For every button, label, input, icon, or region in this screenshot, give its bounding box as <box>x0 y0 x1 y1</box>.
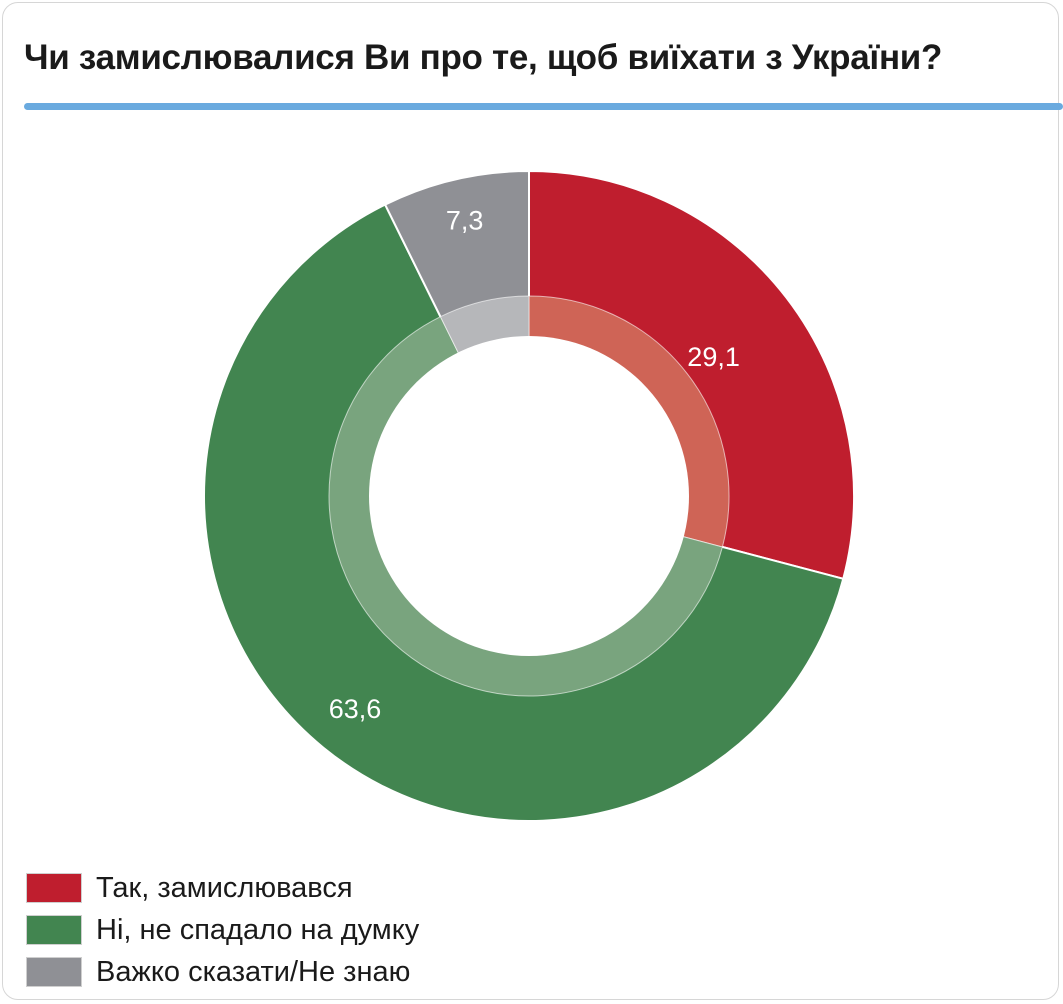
legend-item-no: Ні, не спадало на думку <box>26 910 419 950</box>
legend-label-yes: Так, замислювався <box>96 871 353 904</box>
value-labels: 29,1 63,6 7,3 <box>329 205 740 724</box>
value-label-unsure: 7,3 <box>446 205 484 235</box>
value-label-no: 63,6 <box>329 694 382 724</box>
legend-label-unsure: Важко сказати/Не знаю <box>96 955 411 988</box>
legend-swatch-no <box>26 915 82 945</box>
chart-title: Чи замислювалися Ви про те, щоб виїхати … <box>24 38 943 77</box>
legend-item-unsure: Важко сказати/Не знаю <box>26 952 419 992</box>
value-label-yes: 29,1 <box>687 342 740 372</box>
legend: Так, замислювався Ні, не спадало на думк… <box>26 868 419 994</box>
legend-label-no: Ні, не спадало на думку <box>96 913 420 946</box>
title-underline <box>24 103 1063 110</box>
legend-item-yes: Так, замислювався <box>26 868 419 908</box>
donut-hole <box>369 336 689 656</box>
legend-swatch-unsure <box>26 957 82 987</box>
legend-swatch-yes <box>26 873 82 903</box>
